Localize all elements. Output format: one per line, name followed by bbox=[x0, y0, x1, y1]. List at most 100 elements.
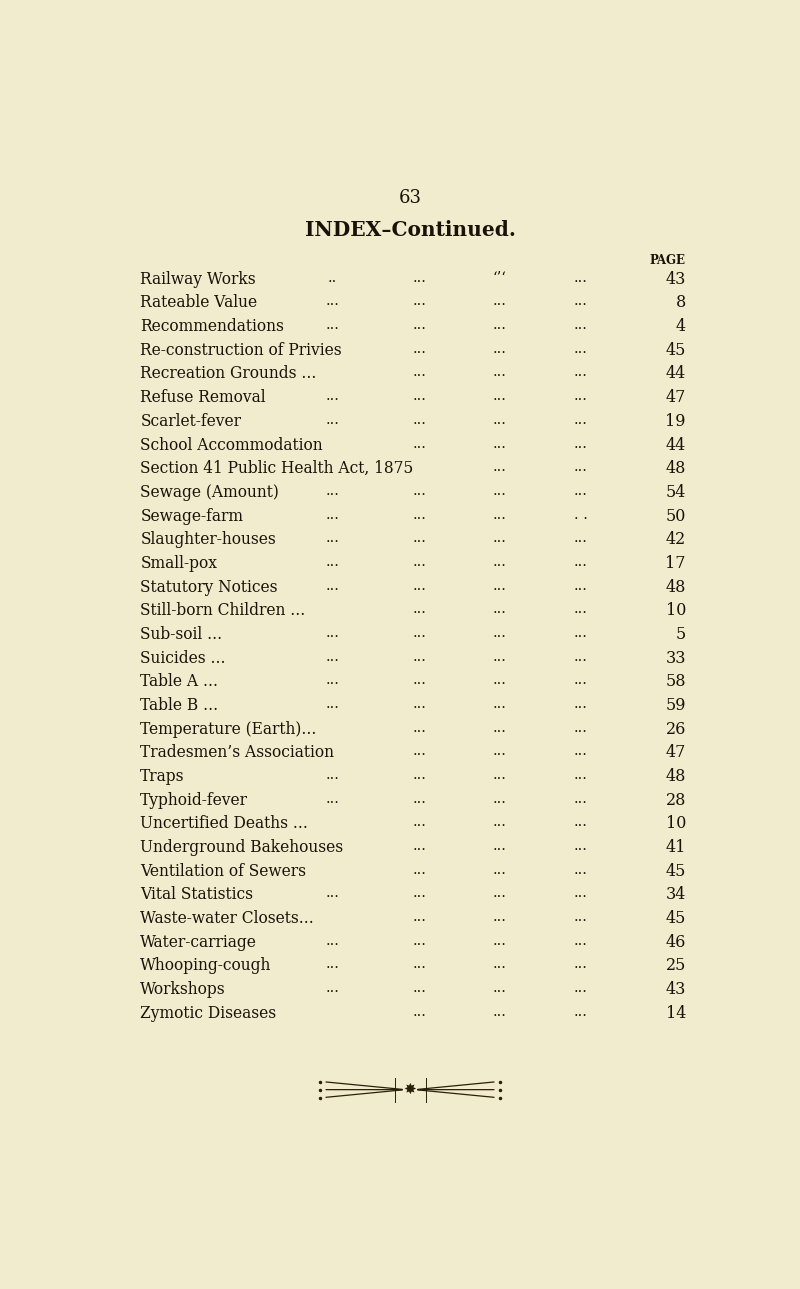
Text: 26: 26 bbox=[666, 721, 686, 737]
Text: Suicides ...: Suicides ... bbox=[140, 650, 226, 666]
Text: ...: ... bbox=[493, 460, 507, 474]
Text: Zymotic Diseases: Zymotic Diseases bbox=[140, 1004, 277, 1022]
Text: ...: ... bbox=[493, 437, 507, 451]
Text: Traps: Traps bbox=[140, 768, 185, 785]
Text: ...: ... bbox=[493, 981, 507, 995]
Text: ...: ... bbox=[493, 791, 507, 806]
Text: ...: ... bbox=[493, 768, 507, 782]
Text: ...: ... bbox=[574, 910, 587, 924]
Text: ...: ... bbox=[493, 626, 507, 639]
Text: ...: ... bbox=[493, 862, 507, 877]
Text: Rateable Value: Rateable Value bbox=[140, 294, 258, 312]
Text: ...: ... bbox=[412, 318, 426, 333]
Text: Uncertified Deaths ...: Uncertified Deaths ... bbox=[140, 815, 308, 833]
Text: 33: 33 bbox=[666, 650, 686, 666]
Text: Sewage-farm: Sewage-farm bbox=[140, 508, 243, 525]
Text: ...: ... bbox=[493, 910, 507, 924]
Text: ...: ... bbox=[412, 366, 426, 379]
Text: ...: ... bbox=[493, 318, 507, 333]
Text: ...: ... bbox=[574, 389, 587, 403]
Text: ...: ... bbox=[412, 910, 426, 924]
Text: ...: ... bbox=[574, 460, 587, 474]
Text: ...: ... bbox=[326, 554, 339, 568]
Text: ...: ... bbox=[493, 933, 507, 947]
Text: ...: ... bbox=[574, 483, 587, 498]
Text: 41: 41 bbox=[666, 839, 686, 856]
Text: Recommendations: Recommendations bbox=[140, 318, 284, 335]
Text: 54: 54 bbox=[666, 483, 686, 501]
Text: ...: ... bbox=[574, 887, 587, 900]
Text: ...: ... bbox=[574, 839, 587, 853]
Text: ...: ... bbox=[412, 271, 426, 285]
Text: ...: ... bbox=[412, 1004, 426, 1018]
Text: ...: ... bbox=[326, 673, 339, 687]
Text: Ventilation of Sewers: Ventilation of Sewers bbox=[140, 862, 306, 879]
Text: 43: 43 bbox=[666, 981, 686, 998]
Text: ...: ... bbox=[412, 389, 426, 403]
Text: ...: ... bbox=[574, 412, 587, 427]
Text: ...: ... bbox=[574, 981, 587, 995]
Text: Vital Statistics: Vital Statistics bbox=[140, 887, 254, 904]
Text: ...: ... bbox=[574, 294, 587, 308]
Text: ...: ... bbox=[574, 933, 587, 947]
Text: 50: 50 bbox=[666, 508, 686, 525]
Text: ...: ... bbox=[493, 294, 507, 308]
Text: ...: ... bbox=[574, 791, 587, 806]
Text: 5: 5 bbox=[676, 626, 686, 643]
Text: ...: ... bbox=[412, 815, 426, 829]
Text: ...: ... bbox=[412, 626, 426, 639]
Text: ...: ... bbox=[326, 958, 339, 972]
Text: ...: ... bbox=[493, 1004, 507, 1018]
Text: 43: 43 bbox=[666, 271, 686, 287]
Text: 8: 8 bbox=[676, 294, 686, 312]
Text: ...: ... bbox=[326, 981, 339, 995]
Text: ...: ... bbox=[493, 958, 507, 972]
Text: 17: 17 bbox=[666, 554, 686, 572]
Text: Small-pox: Small-pox bbox=[140, 554, 218, 572]
Text: ...: ... bbox=[574, 271, 587, 285]
Text: 34: 34 bbox=[666, 887, 686, 904]
Text: ...: ... bbox=[493, 389, 507, 403]
Text: ...: ... bbox=[326, 626, 339, 639]
Text: ...: ... bbox=[493, 887, 507, 900]
Text: ‘’‘: ‘’‘ bbox=[493, 271, 507, 285]
Text: ...: ... bbox=[412, 342, 426, 356]
Text: ...: ... bbox=[412, 294, 426, 308]
Text: Underground Bakehouses: Underground Bakehouses bbox=[140, 839, 343, 856]
Text: ...: ... bbox=[412, 483, 426, 498]
Text: ...: ... bbox=[412, 673, 426, 687]
Text: ...: ... bbox=[574, 626, 587, 639]
Text: ...: ... bbox=[574, 318, 587, 333]
Text: ...: ... bbox=[493, 508, 507, 522]
Text: 42: 42 bbox=[666, 531, 686, 548]
Text: ...: ... bbox=[493, 579, 507, 593]
Text: Re-construction of Privies: Re-construction of Privies bbox=[140, 342, 342, 358]
Text: ...: ... bbox=[326, 412, 339, 427]
Text: 45: 45 bbox=[666, 862, 686, 879]
Text: Tradesmen’s Association: Tradesmen’s Association bbox=[140, 744, 334, 762]
Text: ...: ... bbox=[326, 318, 339, 333]
Text: ...: ... bbox=[326, 531, 339, 545]
Text: ...: ... bbox=[574, 744, 587, 758]
Text: ...: ... bbox=[326, 697, 339, 712]
Text: 25: 25 bbox=[666, 958, 686, 974]
Text: ...: ... bbox=[412, 437, 426, 451]
Text: ...: ... bbox=[493, 342, 507, 356]
Text: Whooping-cough: Whooping-cough bbox=[140, 958, 272, 974]
Text: ...: ... bbox=[326, 768, 339, 782]
Text: ...: ... bbox=[326, 933, 339, 947]
Text: ...: ... bbox=[574, 815, 587, 829]
Text: Refuse Removal: Refuse Removal bbox=[140, 389, 266, 406]
Text: ...: ... bbox=[326, 483, 339, 498]
Text: ...: ... bbox=[493, 483, 507, 498]
Text: ...: ... bbox=[493, 412, 507, 427]
Text: Table A ...: Table A ... bbox=[140, 673, 218, 690]
Text: ...: ... bbox=[326, 508, 339, 522]
Text: 44: 44 bbox=[666, 366, 686, 383]
Text: ...: ... bbox=[412, 721, 426, 735]
Text: ...: ... bbox=[326, 650, 339, 664]
Text: ...: ... bbox=[493, 839, 507, 853]
Text: 48: 48 bbox=[666, 768, 686, 785]
Text: ...: ... bbox=[412, 958, 426, 972]
Text: 44: 44 bbox=[666, 437, 686, 454]
